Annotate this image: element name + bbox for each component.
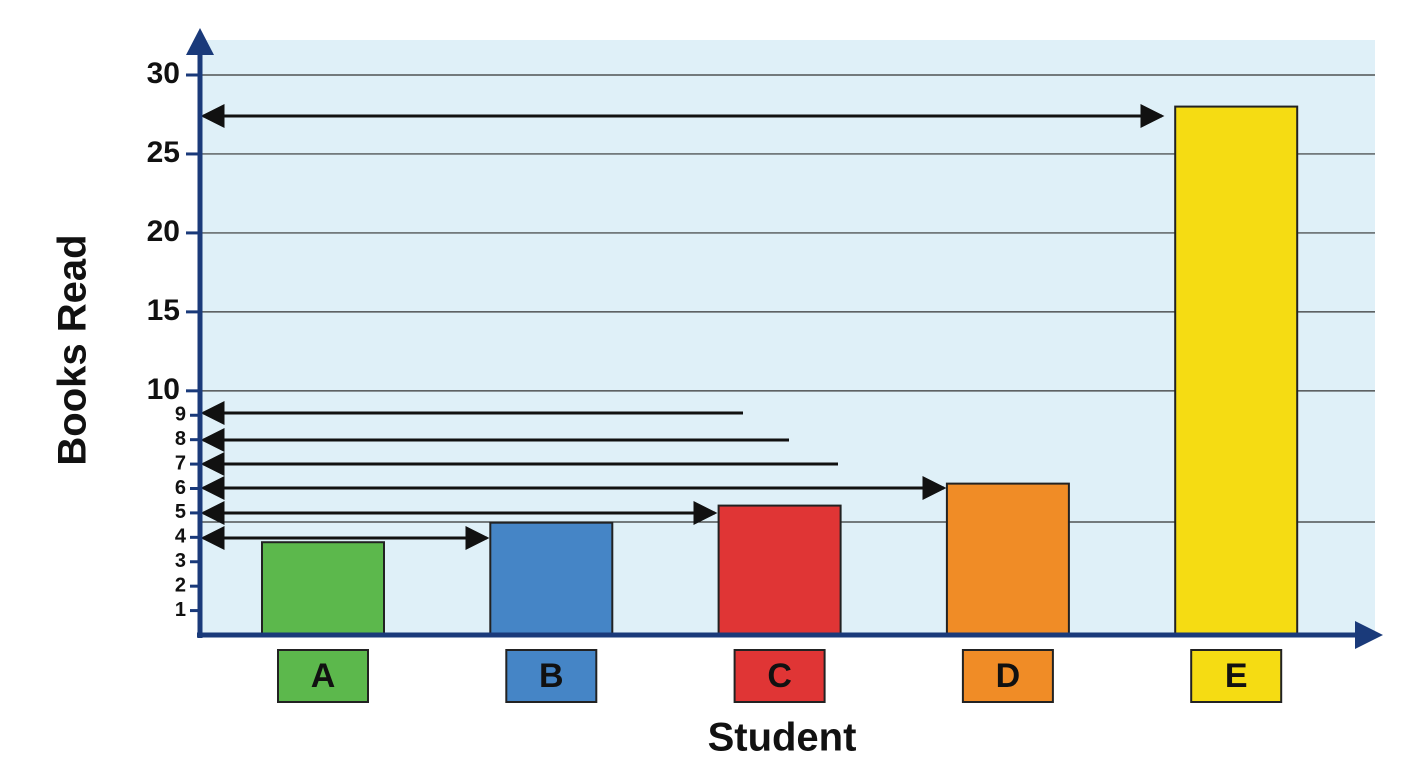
category-box: [961, 649, 1054, 703]
y-tick-label: 15: [147, 294, 180, 327]
annotation-arrows: [200, 104, 1165, 550]
x-tick-label: C: [767, 657, 792, 695]
category-box: [277, 649, 369, 703]
y-minor-tick-label: 9: [175, 404, 186, 426]
bar: [717, 504, 842, 637]
y-tick-label: 30: [147, 57, 180, 90]
y-minor-tick-label: 7: [175, 452, 186, 474]
y-minor-tick-label: 2: [175, 574, 186, 596]
x-tick-label: D: [996, 657, 1021, 695]
y-minor-tick-label: 1: [175, 599, 186, 621]
y-minor-tick-label: 3: [175, 550, 186, 572]
y-minor-tick-label: 5: [175, 501, 186, 523]
category-box: [733, 649, 826, 703]
y-axis-arrow: [186, 28, 214, 55]
y-tick-label: 25: [147, 136, 180, 169]
y-minor-tick-label: 4: [175, 526, 187, 548]
y-axis-title: Books Read: [51, 234, 95, 465]
x-tick-label: B: [539, 657, 564, 695]
x-tick-label: A: [311, 657, 336, 695]
y-minor-tick-label: 8: [175, 428, 186, 450]
bar: [489, 521, 614, 636]
category-box: [505, 649, 598, 703]
y-tick-label: 10: [147, 373, 180, 406]
bar: [1174, 105, 1299, 637]
x-axis-title: Student: [708, 716, 857, 760]
bar: [945, 482, 1070, 636]
x-tick-label: E: [1225, 657, 1248, 695]
x-axis-arrow: [1355, 621, 1383, 649]
y-minor-tick-label: 6: [175, 477, 186, 499]
bar: [261, 541, 385, 636]
category-box: [1190, 649, 1283, 703]
y-tick-label: 20: [147, 215, 180, 248]
